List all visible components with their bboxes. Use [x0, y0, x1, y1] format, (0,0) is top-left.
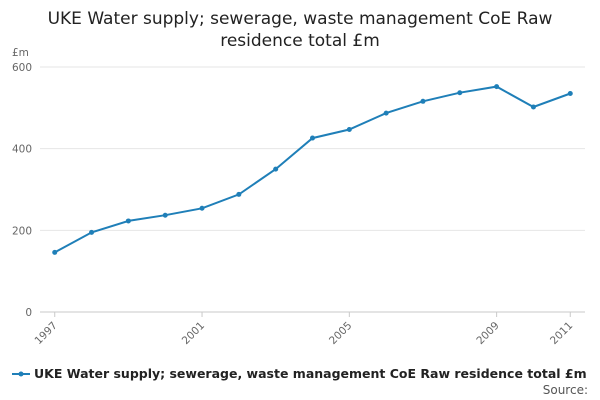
- y-tick-label-200: 200: [12, 225, 32, 237]
- data-point-1999[interactable]: [125, 218, 131, 224]
- data-point-1997[interactable]: [52, 249, 58, 255]
- data-point-2005[interactable]: [346, 126, 352, 132]
- x-tick-label-2005: 2005: [327, 320, 354, 347]
- data-point-2007[interactable]: [420, 98, 426, 104]
- chart-title-line-2: residence total £m: [220, 31, 380, 51]
- data-point-2010[interactable]: [530, 104, 536, 110]
- source-label: Source:: [543, 383, 588, 397]
- x-tick-label-2009: 2009: [474, 320, 501, 347]
- y-axis-ticks: 0 200 400 600: [12, 62, 32, 319]
- y-axis-unit-label: £m: [12, 47, 29, 59]
- y-tick-label-600: 600: [12, 62, 32, 74]
- chart-title-line-1: UKE Water supply; sewerage, waste manage…: [48, 9, 553, 29]
- data-point-2006[interactable]: [383, 110, 389, 116]
- data-point-2003[interactable]: [273, 166, 279, 172]
- gridlines: [40, 66, 585, 313]
- legend-point-swatch: [18, 371, 24, 377]
- y-tick-label-0: 0: [25, 307, 32, 319]
- data-point-2008[interactable]: [457, 90, 463, 96]
- x-axis-ticks: 1997 2001 2005 2009 2011: [32, 312, 575, 347]
- data-point-1998[interactable]: [89, 229, 95, 235]
- data-point-2002[interactable]: [236, 191, 242, 197]
- legend: UKE Water supply; sewerage, waste manage…: [12, 366, 587, 381]
- x-tick-label-1997: 1997: [32, 320, 59, 347]
- data-point-2011[interactable]: [567, 91, 573, 97]
- x-tick-label-2001: 2001: [180, 320, 207, 347]
- data-point-2001[interactable]: [199, 205, 205, 211]
- data-point-2000[interactable]: [162, 212, 168, 218]
- data-point-2009[interactable]: [494, 84, 500, 90]
- y-tick-label-400: 400: [12, 144, 32, 156]
- legend-entry-label: UKE Water supply; sewerage, waste manage…: [34, 366, 587, 381]
- series-line-0: [54, 85, 571, 254]
- x-tick-label-2011: 2011: [548, 320, 575, 347]
- data-point-2004[interactable]: [310, 135, 315, 141]
- series-group: [52, 84, 573, 255]
